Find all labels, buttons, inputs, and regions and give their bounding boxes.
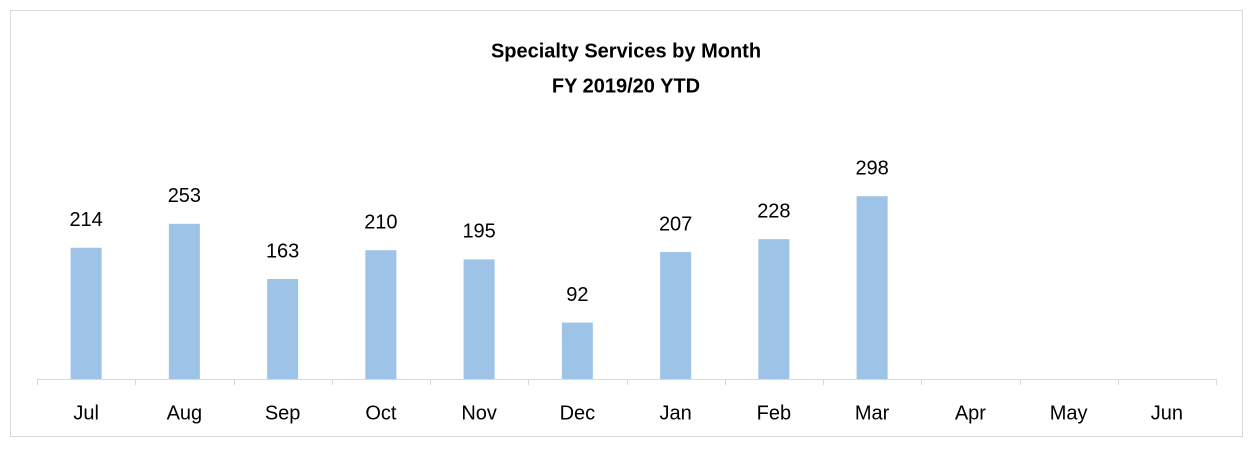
bar [758, 239, 790, 379]
data-label: 228 [757, 200, 790, 222]
bar [168, 223, 200, 379]
chart-subtitle: FY 2019/20 YTD [552, 75, 700, 97]
data-label: 253 [168, 185, 201, 207]
data-label: 210 [364, 211, 397, 233]
bar [70, 247, 102, 379]
x-tick-label: Feb [757, 402, 791, 424]
bar [561, 322, 593, 379]
bar [660, 252, 692, 379]
chart-title: Specialty Services by Month [491, 40, 761, 62]
x-tick-label: Apr [955, 402, 986, 424]
x-tick-label: May [1050, 402, 1088, 424]
data-label: 92 [566, 284, 588, 306]
data-label: 163 [266, 240, 299, 262]
data-label: 195 [462, 221, 495, 243]
x-tick-label: Nov [461, 402, 497, 424]
bar [463, 259, 495, 379]
bar [365, 250, 397, 379]
bar [267, 279, 299, 379]
data-label: 298 [855, 158, 888, 180]
data-label: 214 [69, 209, 102, 231]
x-tick-label: Oct [365, 402, 397, 424]
bar [856, 196, 888, 379]
x-tick-label: Aug [167, 402, 203, 424]
data-label: 207 [659, 213, 692, 235]
x-tick-label: Jan [660, 402, 692, 424]
x-tick-label: Jun [1151, 402, 1183, 424]
x-tick-label: Sep [265, 402, 301, 424]
x-tick-label: Mar [855, 402, 890, 424]
x-tick-label: Dec [560, 402, 596, 424]
x-tick-label: Jul [73, 402, 99, 424]
chart-border [10, 10, 1243, 437]
